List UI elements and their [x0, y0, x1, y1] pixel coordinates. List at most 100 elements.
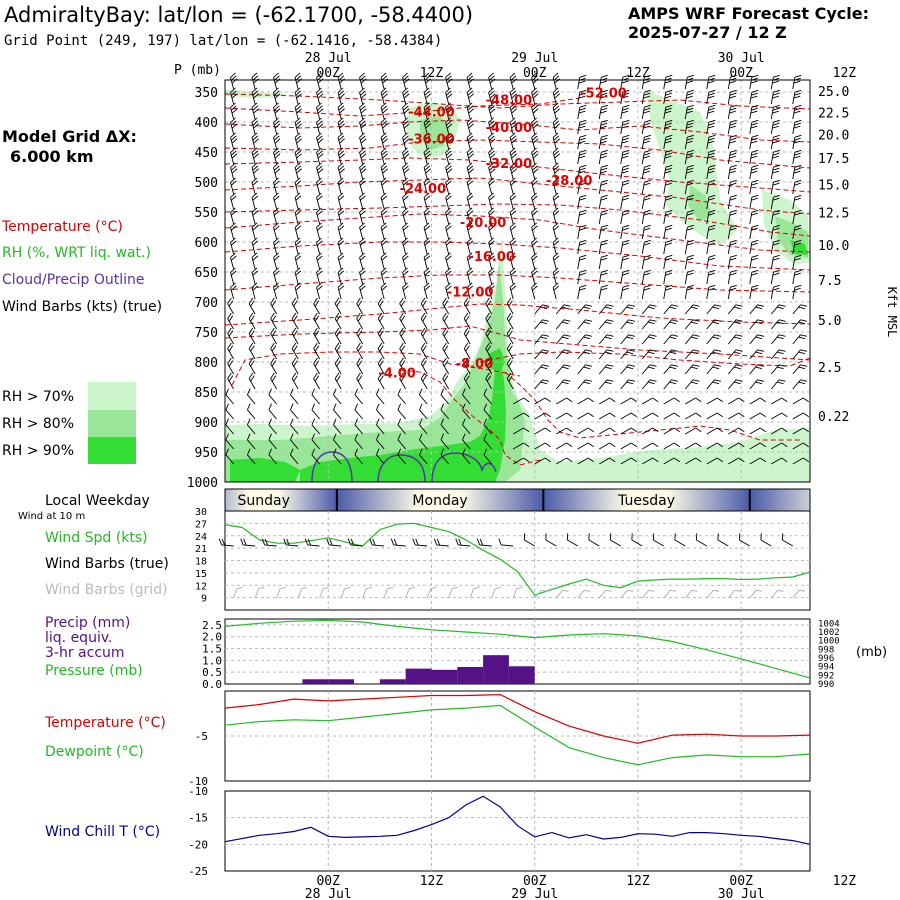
- wind-barb: [402, 72, 410, 90]
- wind-barb: [663, 119, 673, 135]
- wind-barb: [620, 412, 637, 420]
- wind-barb: [225, 448, 234, 465]
- wind-barb: [599, 427, 616, 435]
- dewpoint-label: Dewpoint (°C): [45, 744, 144, 760]
- wind-barb: [598, 304, 614, 315]
- wind-barb: [620, 254, 630, 270]
- wind-barb: [552, 237, 560, 255]
- surface-wind-barb: [545, 533, 557, 547]
- surface-wind-barb: [369, 538, 385, 547]
- wind-barb: [770, 349, 786, 360]
- wind-barb: [552, 252, 560, 270]
- wind-barb: [663, 364, 679, 375]
- surface-wind-barb: [476, 538, 492, 547]
- cloud-outline: [311, 451, 497, 483]
- wind-barb: [380, 132, 388, 150]
- forecast-cycle-label: AMPS WRF Forecast Cycle:: [628, 4, 869, 23]
- wind-barb: [399, 312, 407, 330]
- top-hour-label: 00Z: [523, 66, 547, 81]
- wind-barb: [706, 119, 716, 135]
- wind-barb: [313, 312, 321, 330]
- wind-barb: [419, 448, 428, 465]
- wind-barb: [770, 164, 780, 180]
- wind-barb: [598, 334, 614, 345]
- wind-barb: [770, 304, 786, 315]
- wind-barb: [356, 357, 364, 375]
- wind-barb: [509, 117, 517, 135]
- wind-barb: [509, 177, 517, 195]
- bottom-time-axis: 00Z 12Z 00Z 12Z 00Z 12Z 28 Jul 29 Jul 30 Jul: [305, 874, 857, 900]
- wind-barb: [419, 388, 428, 405]
- wind-barb: [251, 177, 259, 195]
- top-hour-label: 12Z: [420, 66, 444, 81]
- wind-barb: [792, 364, 808, 375]
- wind-barb: [577, 239, 587, 255]
- wind-barb: [380, 162, 388, 180]
- wind-barb: [230, 87, 238, 105]
- wind-barb: [463, 342, 471, 360]
- wind-barb: [423, 282, 431, 300]
- windchill-tick-label: -20: [188, 838, 208, 851]
- wind-barb: [442, 342, 450, 360]
- wind-barb: [620, 364, 636, 375]
- wind-barb: [684, 224, 694, 240]
- wind-barb: [466, 177, 474, 195]
- wind-barb: [488, 117, 496, 135]
- wind-barb: [311, 448, 320, 465]
- grid-wind-barb: [362, 587, 372, 599]
- wind-barb: [420, 342, 428, 360]
- wind-barb: [402, 207, 409, 225]
- wind-barb: [641, 74, 651, 90]
- temp-tick-label: -10: [188, 775, 208, 788]
- wind-barb: [359, 207, 366, 225]
- wind-barb: [684, 364, 700, 375]
- wind-barb: [273, 267, 280, 285]
- wind-barb: [316, 147, 324, 165]
- wind-barb: [506, 372, 514, 390]
- rh70-label: RH > 70%: [2, 389, 74, 405]
- weekday-label: Wednesday: [812, 493, 893, 509]
- wind-barb: [706, 104, 716, 120]
- wind-barb: [706, 179, 716, 195]
- temperature-contour-label: -48.00: [486, 94, 533, 109]
- wind-barb: [251, 237, 259, 255]
- wind-tick-label: 30: [195, 507, 207, 518]
- wind-barb: [706, 134, 716, 150]
- wind-barb: [706, 269, 716, 285]
- wind-barb: [402, 192, 409, 210]
- temperature-contour-label: -52.00: [580, 86, 627, 101]
- bottom-hour-label: 00Z: [729, 874, 753, 889]
- wind-barb: [663, 412, 680, 420]
- wind-barb: [641, 194, 651, 210]
- wind-barb: [359, 222, 366, 240]
- wind-barb: [684, 194, 694, 210]
- wind-tick-label: 27: [195, 519, 207, 530]
- wind-barb: [555, 349, 571, 360]
- precip-pressure-panel: 0.00.51.01.52.02.59909929949969981000100…: [202, 618, 840, 691]
- wind-barb: [642, 412, 659, 420]
- wind-barb: [337, 102, 345, 120]
- wind-barb: [377, 357, 385, 375]
- wind-barb: [333, 433, 342, 450]
- wind-barb: [333, 403, 342, 420]
- precip-bar: [457, 666, 484, 684]
- wind-barb: [684, 164, 694, 180]
- wind-barb: [663, 224, 673, 240]
- wind-barb: [749, 104, 759, 120]
- wind-tick-label: 18: [195, 557, 207, 568]
- wind-barb: [663, 269, 673, 285]
- wind-barb: [531, 282, 538, 300]
- grid-wind-barb: [598, 589, 612, 599]
- wind-barb: [727, 179, 737, 195]
- wind-barb: [577, 254, 587, 270]
- wind-barb: [642, 427, 659, 435]
- wind-tick-label: 9: [201, 594, 207, 605]
- wind-barb: [706, 457, 724, 465]
- wind-barb: [273, 282, 280, 300]
- wind-barb: [270, 297, 278, 315]
- top-date-label: 29 Jul: [511, 51, 558, 66]
- wind-barb: [512, 412, 530, 420]
- pressure-label: Pressure (mb): [45, 663, 143, 679]
- wind-barb: [749, 364, 765, 375]
- wind-barb: [706, 427, 724, 435]
